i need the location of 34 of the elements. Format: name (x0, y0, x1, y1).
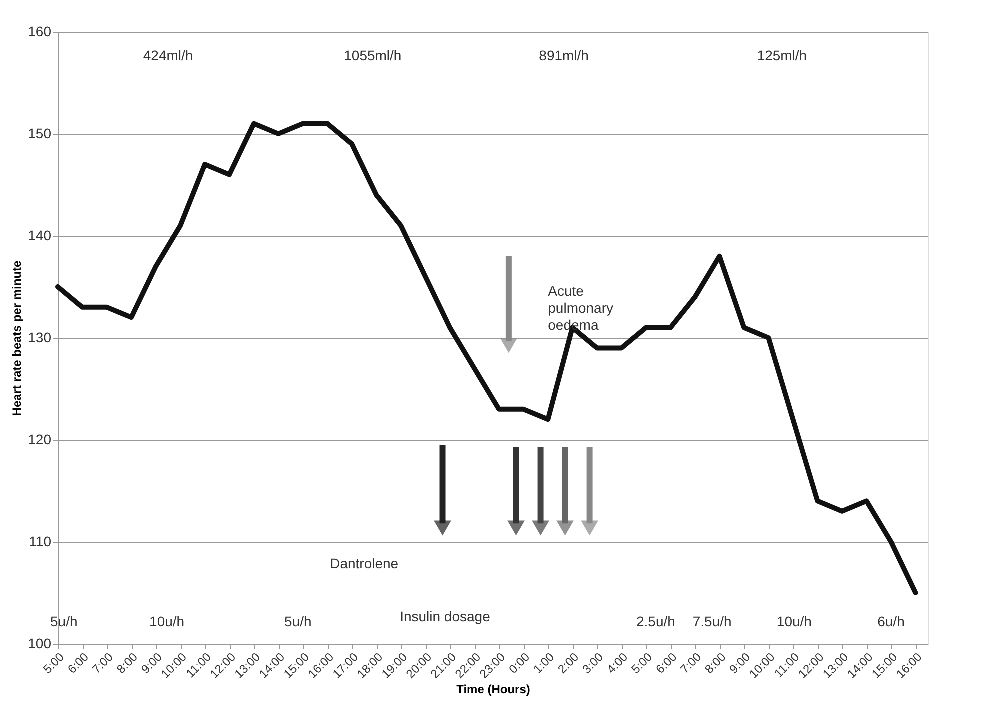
annotation: 5u/h (50, 614, 78, 630)
y-tick-label: 100 (28, 636, 52, 652)
annotation: 424ml/h (143, 47, 194, 64)
x-tick-label: 5:00 (40, 650, 68, 677)
y-tick-label: 120 (28, 432, 52, 448)
x-tick-label: 8:00 (702, 650, 729, 677)
x-tick-label: 6:00 (65, 650, 92, 677)
y-axis-title: Heart rate beats per minute (10, 260, 24, 416)
annotation: 5u/h (284, 614, 312, 630)
x-tick-label: 6:00 (653, 650, 680, 677)
x-axis-title: Time (Hours) (456, 682, 530, 697)
annotation: 10u/h (150, 614, 185, 630)
annotation: 6u/h (878, 614, 905, 630)
annotation: 1055ml/h (344, 47, 402, 64)
x-tick-label: 4:00 (604, 650, 631, 677)
y-tick-label: 130 (28, 330, 52, 346)
annotation: 2.5u/h (636, 614, 676, 630)
annotation: 7.5u/h (692, 614, 732, 630)
annotation: 125ml/h (757, 47, 808, 64)
annotation: 10u/h (776, 614, 812, 630)
y-tick-label: 160 (28, 24, 52, 40)
y-tick-label: 150 (28, 126, 52, 142)
x-tick-label: 5:00 (628, 650, 656, 677)
annotation: Acute pulmonary oedema (548, 283, 614, 334)
x-tick-label: 3:00 (580, 650, 606, 677)
annotation: Insulin dosage (400, 608, 491, 624)
annotation: 891ml/h (539, 47, 589, 64)
x-tick-label: 0:00 (506, 650, 533, 677)
y-tick-label: 110 (29, 534, 52, 550)
annotation: Dantrolene (330, 555, 399, 572)
x-tick-label: 7:00 (90, 650, 116, 677)
y-tick-label: 140 (28, 228, 52, 244)
x-tick-label: 7:00 (678, 650, 704, 677)
x-tick-label: 8:00 (114, 650, 141, 677)
